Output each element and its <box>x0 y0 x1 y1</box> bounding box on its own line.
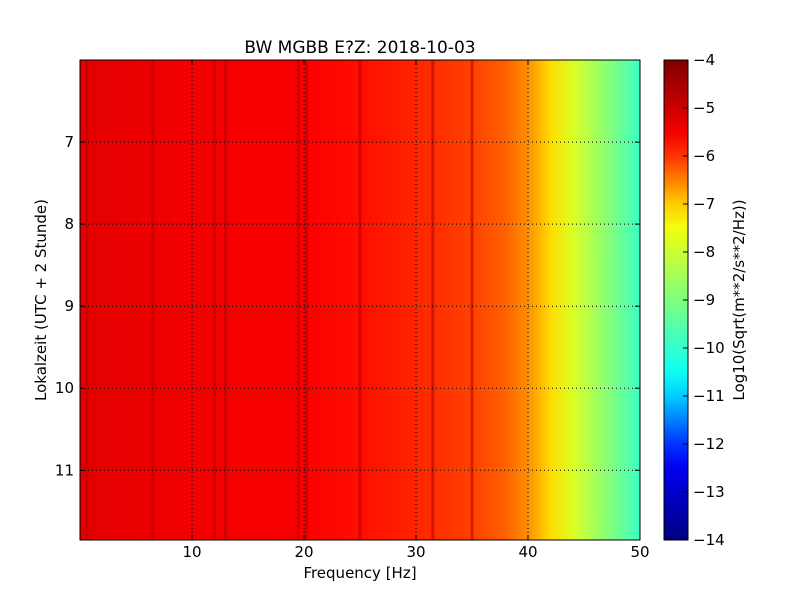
x-tick-label: 40 <box>518 543 537 561</box>
chart-title: BW MGBB E?Z: 2018-10-03 <box>244 38 475 58</box>
colorbar-tick-label: −9 <box>693 291 715 309</box>
spectral-line <box>296 60 300 540</box>
y-tick-label: 7 <box>64 133 74 151</box>
colorbar-tick-label: −7 <box>693 195 715 213</box>
spectral-line <box>470 60 474 540</box>
spectrogram-plot <box>79 59 641 541</box>
colorbar-label: Log10(Sqrt(m**2/s**2/Hz)) <box>730 199 748 400</box>
spectral-lines <box>85 60 474 540</box>
x-axis-ticks: 10 20 30 40 50 <box>182 60 650 561</box>
colorbar-tick-label: −11 <box>693 387 725 405</box>
x-tick-label: 30 <box>406 543 425 561</box>
x-tick-label: 10 <box>182 543 201 561</box>
spectral-line <box>151 60 155 540</box>
colorbar-ticks: −4 −5 −6 −7 −8 −9 −10 −11 −12 −13 −14 <box>683 51 725 549</box>
x-tick-label: 50 <box>630 543 649 561</box>
colorbar-tick-label: −13 <box>693 483 725 501</box>
colorbar: −4 −5 −6 −7 −8 −9 −10 −11 −12 −13 −14 Log10(Sqrt(m… <box>663 51 748 549</box>
spectral-line <box>358 60 362 540</box>
spectral-line <box>304 60 308 540</box>
y-tick-label: 11 <box>55 461 74 479</box>
y-tick-label: 9 <box>64 297 74 315</box>
x-tick-label: 20 <box>294 543 313 561</box>
y-tick-label: 10 <box>55 379 74 397</box>
colorbar-tick-label: −4 <box>693 51 715 69</box>
spectral-line <box>212 60 216 540</box>
spectral-line <box>224 60 228 540</box>
spectral-line <box>85 60 89 540</box>
colorbar-tick-label: −10 <box>693 339 725 357</box>
plot-frame <box>79 59 641 541</box>
x-axis-label: Frequency [Hz] <box>303 564 416 582</box>
colorbar-tick-label: −8 <box>693 243 715 261</box>
y-tick-label: 8 <box>64 215 74 233</box>
colorbar-tick-label: −6 <box>693 147 715 165</box>
colorbar-tick-label: −14 <box>693 531 725 549</box>
colorbar-tick-label: −5 <box>693 99 715 117</box>
y-axis-label: Lokalzeit (UTC + 2 Stunde) <box>32 199 50 401</box>
colorbar-tick-label: −12 <box>693 435 725 453</box>
y-axis-ticks: 7 8 9 10 11 <box>55 133 640 479</box>
spectral-line <box>431 60 435 540</box>
